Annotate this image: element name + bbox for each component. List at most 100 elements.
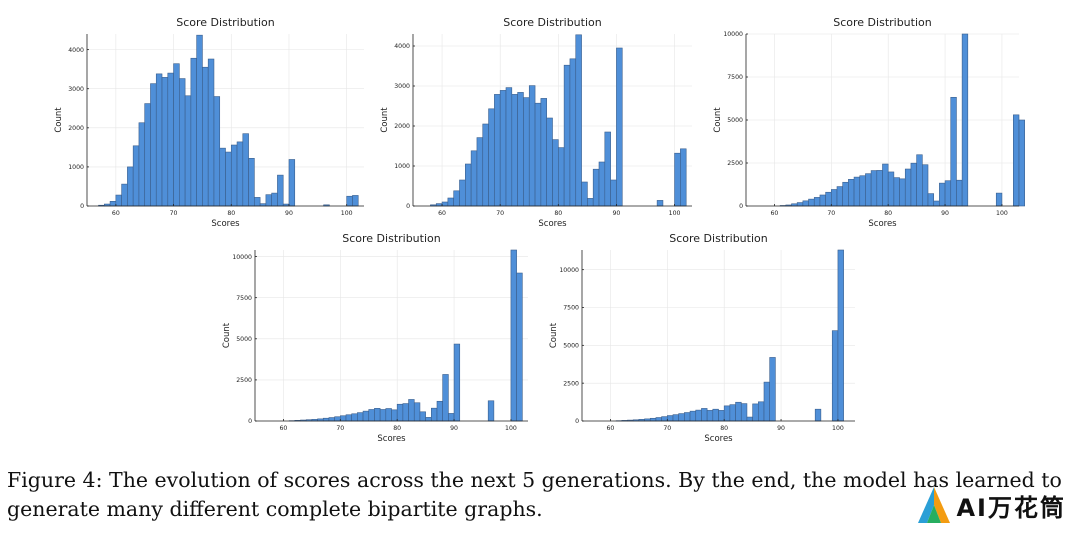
watermark-logo-icon — [918, 487, 951, 523]
histogram-bar — [546, 117, 553, 207]
histogram-bar — [127, 166, 134, 207]
histogram-bar — [453, 343, 461, 422]
histogram-bar — [758, 401, 765, 422]
histogram-bar — [701, 408, 708, 422]
histogram-bar — [288, 159, 296, 207]
histogram-bar — [190, 57, 197, 207]
histogram-bar — [735, 401, 742, 422]
x-tick-label: 60 — [280, 425, 288, 432]
histogram-bar — [144, 103, 151, 207]
histogram-bar — [944, 180, 952, 207]
histogram-bar — [470, 150, 478, 207]
histogram-bar — [505, 87, 513, 207]
histogram-bar — [575, 34, 582, 207]
chart-panel-3: 60 70 80 90 100 0 2500 5000 7500 10000 Score Distr… — [706, 10, 1036, 235]
x-tick-label: 90 — [777, 425, 785, 432]
x-tick-label: 80 — [393, 425, 401, 432]
x-tick-label: 80 — [720, 425, 728, 432]
y-axis-label: Count — [54, 107, 64, 133]
x-axis-label: Scores — [704, 434, 733, 444]
histogram-bar — [752, 403, 759, 422]
histogram-bar — [769, 357, 776, 422]
histogram-bar — [684, 412, 691, 422]
y-tick-label: 4000 — [394, 43, 410, 50]
y-tick-label: 10000 — [232, 254, 252, 261]
histogram-bar — [848, 179, 855, 207]
histogram-bar — [442, 374, 449, 422]
y-tick-label: 0 — [575, 418, 579, 425]
x-tick-label: 80 — [227, 210, 235, 217]
y-axis-label: Count — [713, 107, 723, 133]
histogram-bar — [265, 194, 272, 207]
histogram-bar — [563, 64, 571, 207]
y-axis-label: Count — [380, 107, 390, 133]
chart-3: 60 70 80 90 100 0 2500 5000 7500 10000 Score Distr… — [713, 16, 1025, 229]
histogram-bar — [528, 85, 536, 207]
x-tick-label: 60 — [438, 210, 446, 217]
x-axis-label: Scores — [377, 434, 406, 444]
histogram-bar — [592, 168, 600, 207]
x-tick-label: 100 — [996, 210, 1008, 217]
y-tick-label: 7500 — [236, 295, 252, 302]
y-tick-label: 3000 — [68, 86, 84, 93]
x-axis-label: Scores — [868, 219, 897, 229]
y-tick-label: 2000 — [394, 123, 410, 130]
histogram-bar — [956, 179, 963, 207]
histogram-bar — [661, 416, 668, 422]
histogram-bar — [616, 47, 623, 207]
histogram-bar — [882, 163, 889, 207]
histogram-bar — [271, 192, 278, 207]
histogram-bar — [488, 108, 495, 207]
histogram-bar — [763, 381, 770, 422]
caption-line-2: generate many different complete biparti… — [7, 497, 543, 521]
x-tick-label: 80 — [884, 210, 892, 217]
histogram-bar — [391, 409, 398, 422]
histogram-bar — [723, 405, 731, 422]
histogram-bar — [1018, 119, 1025, 207]
histogram-bar — [402, 403, 409, 422]
histogram-bar — [558, 147, 565, 207]
histogram-bar — [510, 249, 517, 422]
histogram-bar — [808, 198, 815, 207]
y-tick-label: 0 — [248, 418, 252, 425]
histogram-bar — [695, 409, 702, 422]
histogram-bar — [161, 77, 169, 207]
histogram-bar — [487, 400, 495, 422]
histogram-bar — [961, 33, 969, 207]
histogram-bar — [236, 141, 244, 207]
x-tick-label: 60 — [112, 210, 120, 217]
histogram-bar — [825, 191, 832, 207]
histogram-bar — [482, 123, 489, 207]
histogram-bar — [132, 145, 140, 207]
histogram-bar — [517, 92, 524, 207]
histogram-bar — [202, 66, 209, 207]
histogram-bar — [448, 413, 455, 422]
chart-panel-2: 60 70 80 90 100 0 1000 2000 3000 4000 Score Distri… — [380, 10, 700, 235]
histogram-bar — [138, 122, 146, 207]
y-tick-label: 5000 — [563, 343, 579, 350]
histogram-bar — [173, 63, 180, 207]
histogram-bar — [499, 90, 507, 207]
y-tick-label: 3000 — [394, 83, 410, 90]
y-axis-label: Count — [222, 322, 232, 348]
x-tick-label: 90 — [941, 210, 949, 217]
histogram-bar — [534, 102, 542, 207]
histogram-bar — [910, 162, 917, 207]
figure-caption: Figure 4: The evolution of scores across… — [7, 466, 1067, 524]
y-tick-label: 7500 — [563, 305, 579, 312]
histogram-bar — [552, 139, 559, 207]
y-tick-label: 2500 — [563, 380, 579, 387]
histogram-bar — [581, 181, 588, 207]
histogram-bar — [740, 403, 748, 422]
chart-panel-5: 60 70 80 90 100 0 2500 5000 7500 10000 Score Distr… — [542, 226, 872, 451]
histogram-bar — [718, 410, 725, 422]
histogram-bar — [516, 272, 523, 422]
histogram-bar — [225, 151, 232, 207]
histogram-bar — [893, 177, 900, 207]
x-axis-label: Scores — [538, 219, 567, 229]
histogram-bar — [396, 403, 404, 422]
y-tick-label: 1000 — [394, 163, 410, 170]
histogram-bar — [150, 83, 157, 207]
x-tick-label: 60 — [607, 425, 615, 432]
